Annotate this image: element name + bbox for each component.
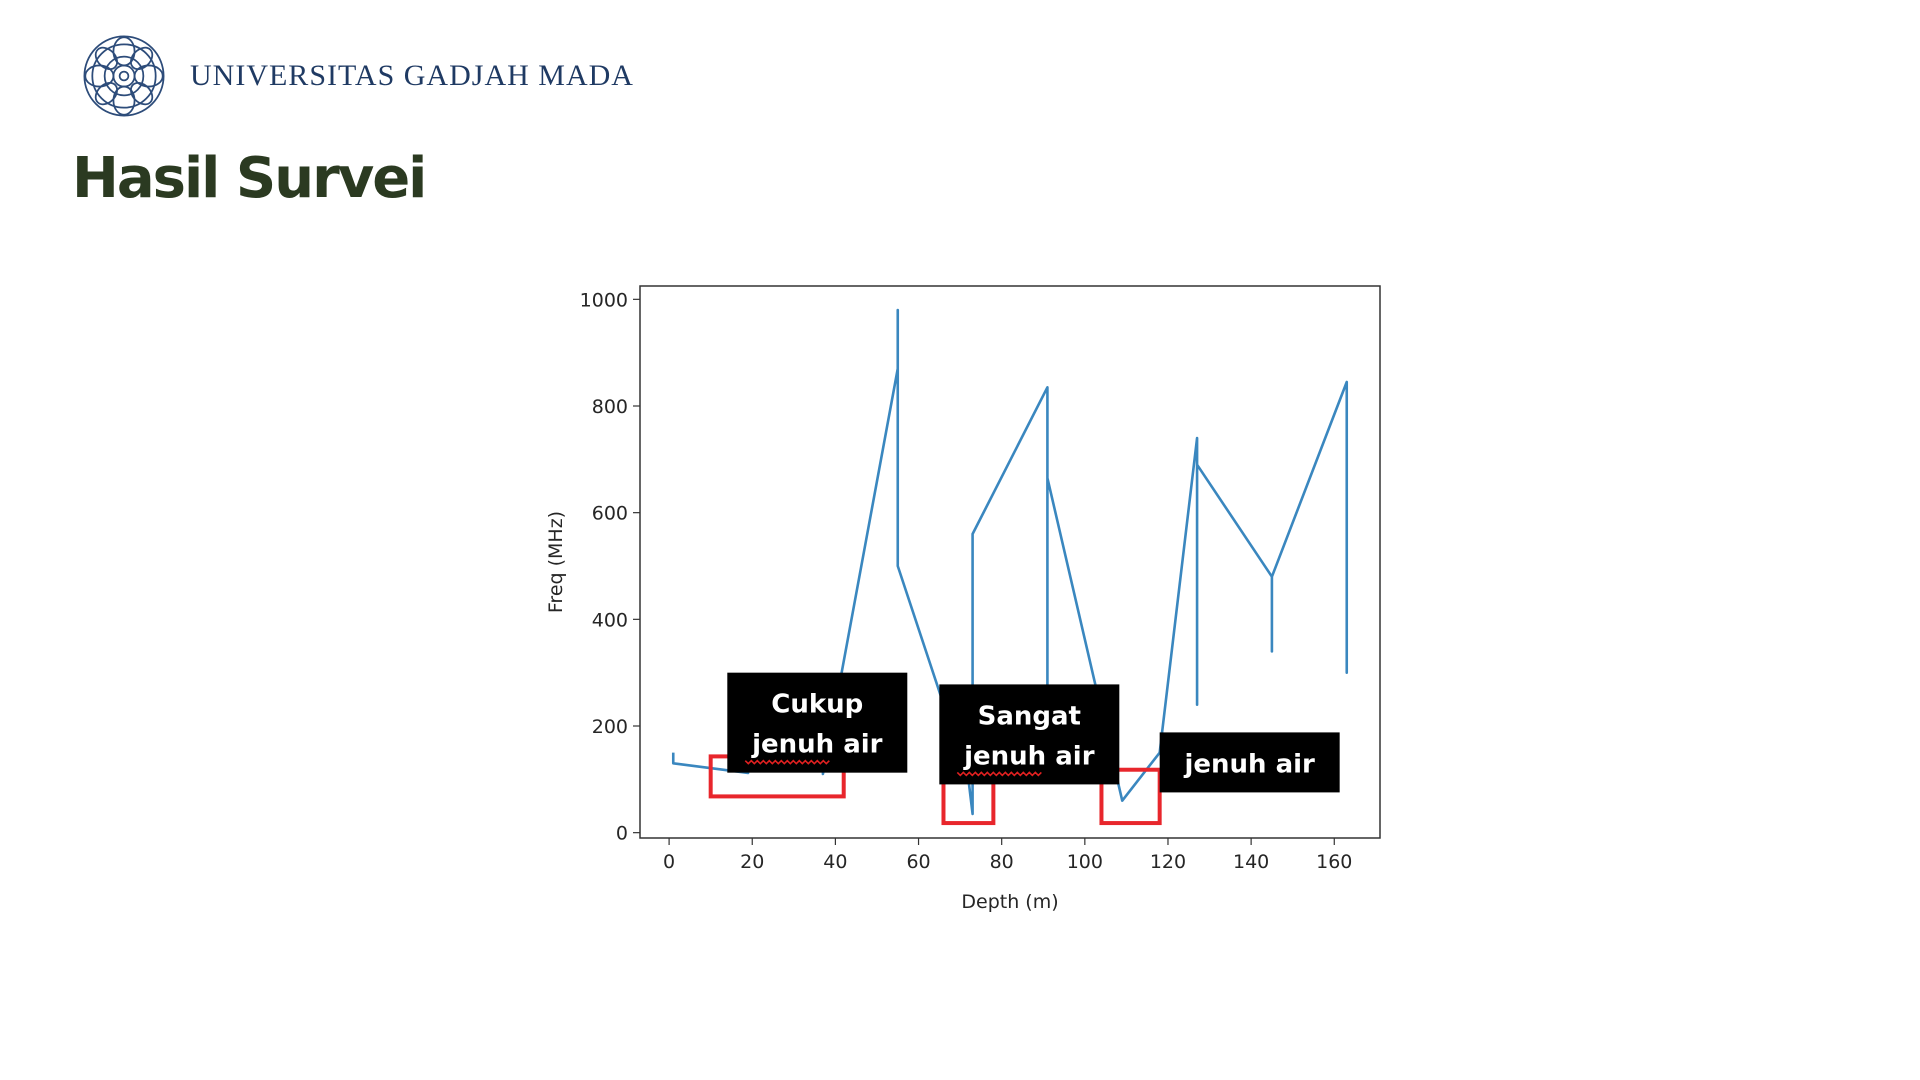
page-title: Hasil Survei <box>72 146 427 211</box>
x-tick-label: 20 <box>740 851 764 873</box>
x-tick-label: 40 <box>823 851 847 873</box>
header: UNIVERSITAS GADJAH MADA <box>80 32 634 120</box>
frequency-depth-chart: 0 20 40 60 80 100 120 140 160 02004006008001000 … <box>545 285 1381 913</box>
ugm-seal-icon <box>83 35 165 117</box>
annotation-text: jenuh air <box>963 741 1095 771</box>
annotation-text: Sangat <box>978 701 1081 731</box>
y-tick-label: 0 <box>616 823 628 845</box>
plot-frame <box>639 285 1381 839</box>
x-tick-label: 100 <box>1067 851 1103 873</box>
y-axis-ticks: 0 200 400 600 800 1000 <box>580 289 640 845</box>
annotation-text: Cukup <box>771 690 863 720</box>
x-tick-label: 80 <box>990 851 1014 873</box>
spellcheck-underline <box>744 759 830 765</box>
y-tick-label: 800 <box>592 396 628 418</box>
annotation-group: Cukup jenuh air Sangat jenuh air jenuh air <box>727 672 1340 793</box>
y-tick-label: 600 <box>592 503 628 525</box>
y-tick-label: 400 <box>592 609 628 631</box>
annotation-label: Cukup jenuh air <box>727 672 908 773</box>
x-tick-label: 120 <box>1150 851 1186 873</box>
x-tick-label: 60 <box>906 851 930 873</box>
y-tick-label: 1000 <box>580 289 628 311</box>
annotation-background <box>727 672 908 773</box>
x-tick-label: 160 <box>1316 851 1352 873</box>
annotation-background <box>1159 732 1340 793</box>
annotation-background <box>939 684 1120 785</box>
annotation-label: jenuh air <box>1159 732 1340 793</box>
x-tick-label: 0 <box>663 851 675 873</box>
highlight-box <box>1099 767 1162 826</box>
x-axis-label: Depth (m) <box>961 891 1058 913</box>
annotation-text: jenuh air <box>751 730 883 760</box>
annotation-label: Sangat jenuh air <box>939 684 1120 785</box>
x-tick-label: 140 <box>1233 851 1269 873</box>
university-name: UNIVERSITAS GADJAH MADA <box>190 59 634 92</box>
annotation-text: jenuh air <box>1183 749 1315 779</box>
x-axis-ticks: 0 20 40 60 80 100 120 140 160 <box>663 838 1352 873</box>
y-tick-label: 200 <box>592 716 628 738</box>
spellcheck-underline <box>956 771 1042 777</box>
y-axis-label: Freq (MHz) <box>545 511 567 613</box>
